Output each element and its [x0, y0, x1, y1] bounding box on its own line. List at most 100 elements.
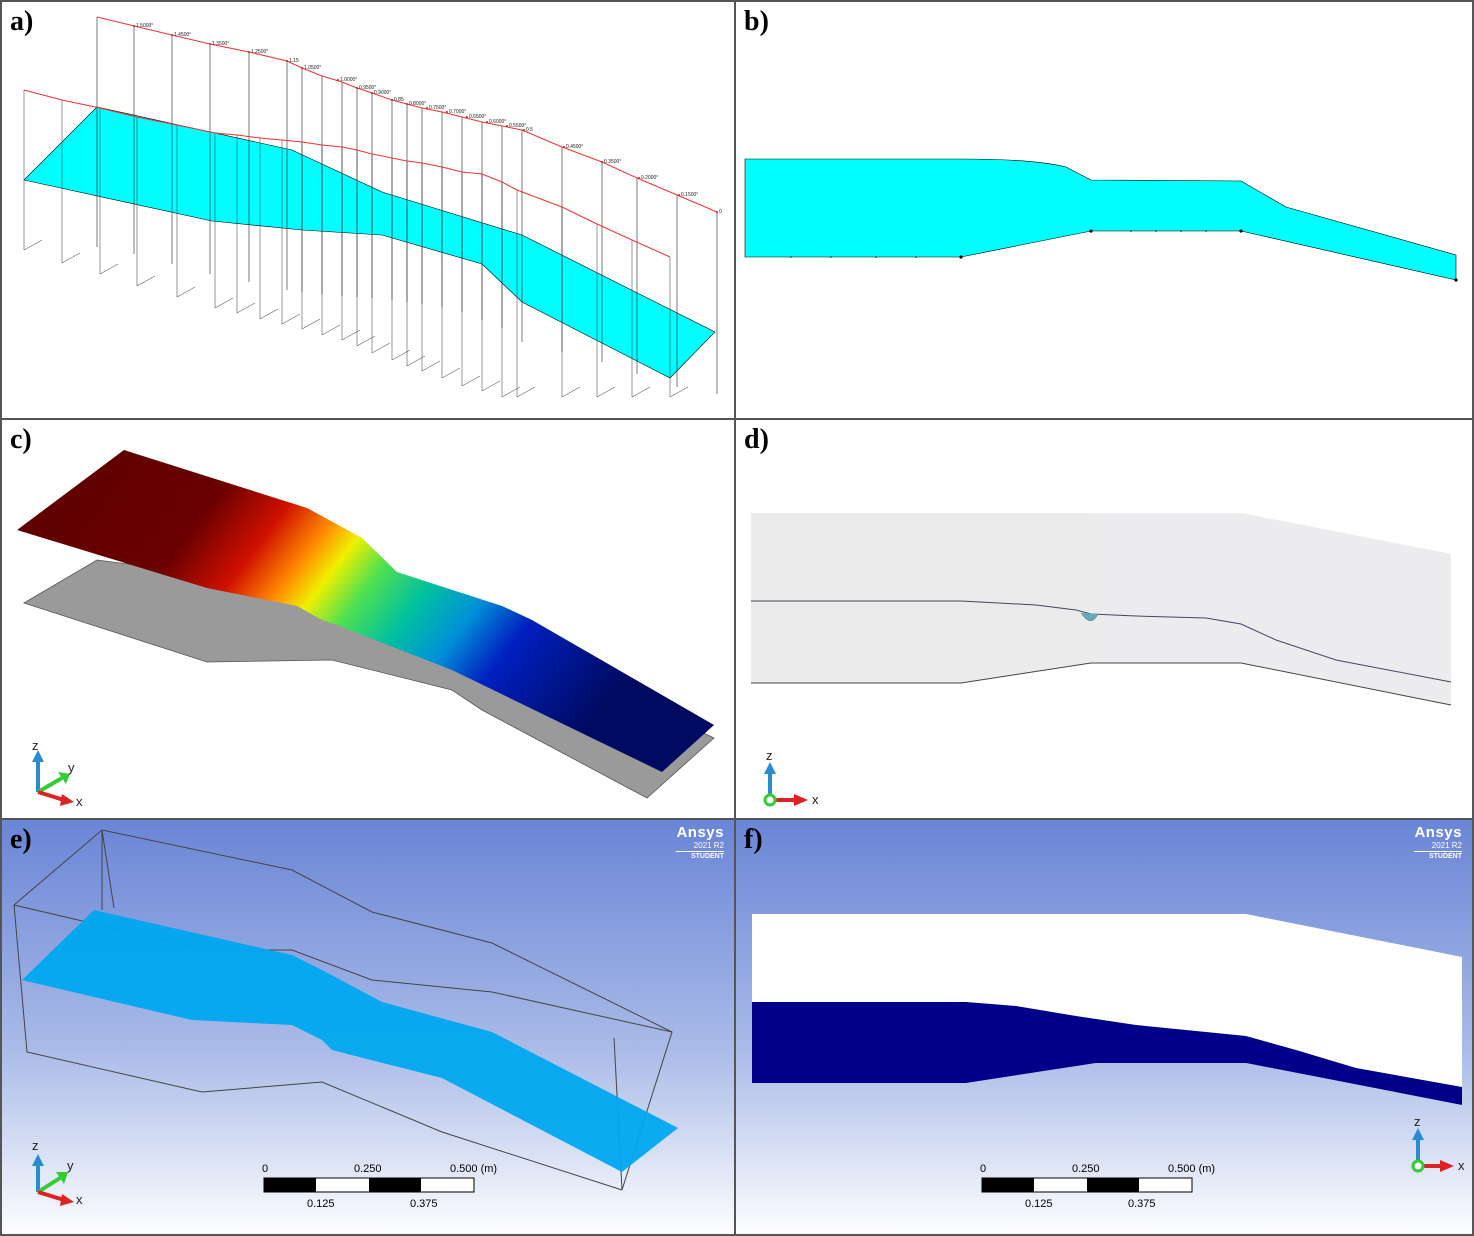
axis-label-z: z [32, 738, 39, 753]
scale-bar-f: 0 0.250 0.500 (m) 0.125 0.375 [980, 1163, 1215, 1210]
station-label: 0.5500° [509, 123, 526, 129]
panel-a: a) 1.5000° 1.4500° 1.3500° 1.2500° 1.15 1.050… [0, 0, 736, 420]
station-foot [406, 355, 426, 367]
station-marker [171, 34, 173, 36]
ansys-3d-free-surface: 0 0.250 0.500 (m) 0.125 0.375 z y x [2, 820, 734, 1234]
station-marker [716, 211, 718, 213]
station-marker [563, 146, 565, 148]
panel-b: b) [734, 0, 1474, 420]
scale-top-2: 0.500 (m) [450, 1163, 497, 1175]
station-foot [23, 239, 43, 251]
station-label: 0.85 [394, 97, 404, 103]
station-label: 1.4500° [174, 32, 191, 38]
station-marker [446, 111, 448, 113]
contour-3d-view: z y x [17, 450, 715, 809]
scale-bottom-1: 0.375 [410, 1198, 438, 1210]
axis-label-x-d: x [812, 792, 819, 807]
ansys-side-volume-fraction: 0 0.250 0.500 (m) 0.125 0.375 z x [736, 820, 1472, 1234]
lower-red-profile [23, 89, 671, 258]
station-marker [209, 43, 211, 45]
panel-f: 0 0.250 0.500 (m) 0.125 0.375 z x f) Ans… [734, 818, 1474, 1236]
station-foot [441, 367, 461, 379]
scale-bar-e: 0 0.250 0.500 (m) 0.125 0.375 [262, 1163, 497, 1210]
channel-bed-line [751, 662, 1452, 706]
station-marker [638, 177, 640, 179]
station-label: 0.1500° [681, 192, 698, 198]
axis-label-x: x [76, 794, 83, 809]
panel-label-d: d) [744, 424, 769, 455]
station-foot [596, 386, 616, 398]
station-label: 0.4500° [566, 144, 583, 150]
scale-bottom-0-f: 0.125 [1025, 1198, 1053, 1210]
station-marker [133, 25, 135, 27]
station-foot [421, 360, 441, 372]
axis-triad-d: z x [763, 748, 819, 807]
panel-label-b: b) [744, 6, 769, 37]
station-foot [236, 302, 256, 314]
station-label: 1.3500° [212, 41, 229, 47]
station-foot [176, 286, 196, 298]
panel-d: d) z x [734, 418, 1474, 820]
hydraulic-jump-blip [1080, 612, 1099, 621]
axis-label-z-e: z [32, 1138, 39, 1153]
station-label: 0.8000° [409, 101, 426, 107]
station-label: 1.2500° [251, 49, 268, 55]
station-foot [371, 342, 391, 354]
water-region-navy [752, 1002, 1462, 1105]
station-marker [523, 129, 525, 131]
panel-e: 0 0.250 0.500 (m) 0.125 0.375 z y x e) A… [0, 818, 736, 1236]
station-marker [466, 116, 468, 118]
scale-top-0-f: 0 [980, 1163, 986, 1175]
volume-fraction-side-view: z x [751, 513, 1452, 807]
axis-triad-e: z y x [32, 1138, 83, 1207]
water-surface-contour [17, 450, 714, 772]
station-label: 1.0500° [304, 65, 321, 71]
station-foot [481, 380, 501, 392]
station-label: 0.7000° [449, 109, 466, 115]
channel-side-profile [744, 158, 1458, 282]
axis-label-y-e: y [67, 1158, 74, 1173]
scale-top-0: 0 [262, 1163, 268, 1175]
scale-top-2-f: 0.500 (m) [1168, 1163, 1215, 1175]
axis-triad-f: z x [1411, 1114, 1465, 1173]
free-surface-line [751, 600, 1452, 683]
water-surface-blue [22, 910, 678, 1172]
station-marker [371, 92, 373, 94]
axis-label-x-f: x [1458, 1158, 1465, 1173]
station-foot [136, 275, 156, 287]
air-domain-right-shade [1091, 513, 1451, 705]
panel-c: c) z y x [0, 418, 736, 820]
station-foot [669, 386, 689, 398]
station-foot [356, 335, 376, 347]
axis-label-x-e: x [76, 1192, 83, 1207]
scale-top-1: 0.250 [354, 1163, 382, 1175]
station-marker [601, 161, 603, 163]
panel-label-e: e) [10, 824, 32, 855]
station-label: 1.15 [289, 58, 299, 64]
station-marker [678, 194, 680, 196]
station-label: 0.6500° [469, 114, 486, 120]
station-label: 0.5 [526, 127, 533, 133]
station-marker [506, 125, 508, 127]
station-label: 1.5000° [136, 23, 153, 29]
station-foot [321, 324, 341, 336]
station-marker [406, 103, 408, 105]
station-foot [61, 252, 81, 264]
station-marker [391, 99, 393, 101]
station-labels: 1.5000° 1.4500° 1.3500° 1.2500° 1.15 1.0500° 1… [133, 23, 722, 215]
station-foot [391, 349, 411, 361]
station-foot [341, 329, 361, 341]
station-foot [281, 313, 301, 325]
channel-geometry-stations: 1.5000° 1.4500° 1.3500° 1.2500° 1.15 1.0500° 1… [23, 16, 722, 398]
station-marker [356, 87, 358, 89]
station-lines [23, 17, 718, 398]
station-label: 0.2000° [641, 175, 658, 181]
station-marker [337, 79, 339, 81]
station-marker [486, 121, 488, 123]
cyan-side-profile [744, 158, 1457, 281]
station-label: 1.0000° [340, 77, 357, 83]
upper-red-profile [96, 16, 718, 213]
scale-bottom-1-f: 0.375 [1128, 1198, 1156, 1210]
station-label: 0.6000° [489, 119, 506, 125]
station-foot [631, 386, 651, 398]
